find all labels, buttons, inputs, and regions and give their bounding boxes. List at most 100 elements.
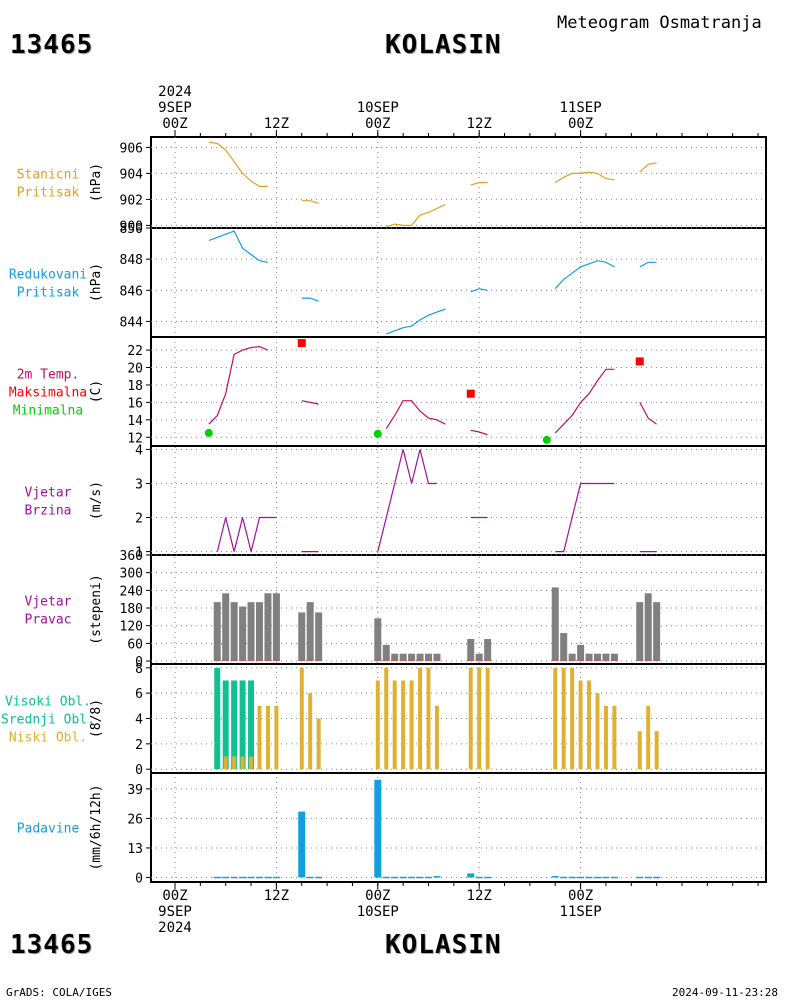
precip-bar — [602, 876, 610, 879]
cloud-bar — [274, 705, 279, 770]
wind-direction-bar — [433, 653, 441, 662]
min-temp-marker — [542, 435, 551, 444]
cloud-bar — [434, 705, 439, 770]
series-line — [470, 288, 488, 293]
y-axis-label: (hPa) — [89, 163, 104, 202]
precip-bar — [560, 876, 568, 879]
series-line — [301, 297, 319, 302]
precip-bar — [551, 876, 559, 878]
precip-bar — [568, 876, 576, 879]
cloud-bar — [401, 680, 406, 770]
legend-label: Niski Obl. — [9, 731, 87, 746]
timestamp-text: 2024-09-11-23:28 — [672, 986, 778, 999]
cloud-bar — [240, 756, 245, 770]
cloud-bar — [477, 667, 482, 770]
wind-direction-bar — [568, 653, 576, 662]
y-axis-label: (mm/6h/12h) — [89, 784, 104, 870]
series-line — [554, 368, 615, 434]
y-tick-label: 0 — [135, 871, 143, 886]
precip-bar — [416, 876, 424, 879]
wind-direction-bar — [551, 587, 559, 662]
cloud-bar — [409, 680, 414, 770]
wind-direction-bar — [239, 606, 247, 662]
legend-label: Vjetar — [25, 595, 72, 610]
legend-label: Vjetar — [25, 486, 72, 501]
min-temp-marker — [204, 428, 213, 437]
precip-bar — [256, 876, 263, 879]
legend-label: Maksimalna — [9, 386, 87, 401]
y-tick-label: 900 — [120, 219, 143, 234]
time-tick-label-top: 12Z — [467, 116, 492, 132]
y-tick-label: 0 — [135, 655, 143, 670]
precip-bar — [222, 876, 230, 879]
y-tick-label: 14 — [127, 414, 143, 429]
time-tick-label-bottom: 12Z — [467, 888, 492, 904]
station-name: KOLASIN — [385, 30, 502, 60]
cloud-bar — [595, 693, 600, 770]
max-temp-marker — [297, 339, 306, 348]
legend-label: Stanicni — [17, 168, 80, 183]
product-title: Meteogram Osmatranja — [557, 13, 762, 33]
y-tick-label: 18 — [127, 379, 143, 394]
year-label-top: 2024 — [158, 84, 192, 100]
wind-direction-bar — [306, 602, 314, 662]
precip-bar — [594, 876, 601, 879]
legend-label: Padavine — [17, 822, 80, 837]
y-tick-label: 120 — [120, 620, 143, 635]
wind-direction-bar — [315, 612, 323, 662]
precip-bar — [374, 779, 382, 878]
cloud-bar — [587, 680, 592, 770]
wind-direction-bar — [560, 633, 568, 662]
y-tick-label: 6 — [135, 687, 143, 702]
legend-label: Visoki Obl. — [5, 695, 91, 710]
series-line — [208, 345, 269, 425]
wind-direction-bar — [247, 602, 255, 662]
series-line — [639, 402, 657, 425]
precip-bar — [433, 876, 441, 878]
cloud-bar — [654, 731, 659, 770]
day-label-top: 11SEP — [560, 100, 602, 116]
y-tick-label: 3 — [135, 477, 143, 492]
cloud-bar — [468, 667, 473, 770]
min-temp-marker — [373, 429, 382, 438]
max-temp-marker — [635, 357, 644, 366]
y-tick-label: 2 — [135, 738, 143, 753]
legend-label: Pravac — [25, 613, 72, 628]
precip-bar — [425, 876, 432, 879]
precip-bar — [644, 876, 652, 879]
series-line — [216, 516, 277, 552]
precip-bar — [484, 876, 492, 879]
series-line — [385, 400, 446, 429]
y-tick-label: 4 — [135, 713, 143, 728]
precip-bar — [408, 876, 416, 879]
y-tick-label: 904 — [120, 167, 144, 182]
y-tick-label: 844 — [120, 315, 144, 330]
legend-label: Minimalna — [13, 404, 83, 419]
precip-bar — [298, 811, 306, 878]
wind-direction-bar — [213, 602, 221, 662]
wind-direction-bar — [222, 593, 230, 662]
day-label-top: 9SEP — [158, 100, 192, 116]
y-tick-label: 12 — [127, 431, 143, 446]
wind-direction-bar — [475, 653, 483, 662]
wind-direction-bar — [644, 593, 652, 662]
wind-direction-bar — [610, 653, 618, 662]
cloud-bar — [257, 705, 262, 770]
precip-bar — [315, 876, 323, 879]
series-line — [208, 141, 268, 187]
wind-direction-bar — [653, 602, 661, 662]
wind-direction-bar — [594, 653, 601, 662]
cloud-bar — [231, 680, 238, 770]
credit-text: GrADS: COLA/IGES — [6, 986, 112, 999]
wind-direction-bar — [256, 602, 263, 662]
y-tick-label: 300 — [120, 567, 143, 582]
cloud-bar — [485, 667, 490, 770]
cloud-bar — [308, 693, 313, 770]
precip-bar — [391, 876, 399, 879]
wind-direction-bar — [264, 593, 272, 662]
y-tick-label: 1 — [135, 546, 143, 561]
series-line — [386, 204, 446, 228]
wind-direction-bar — [636, 602, 644, 662]
cloud-bar — [249, 756, 254, 770]
